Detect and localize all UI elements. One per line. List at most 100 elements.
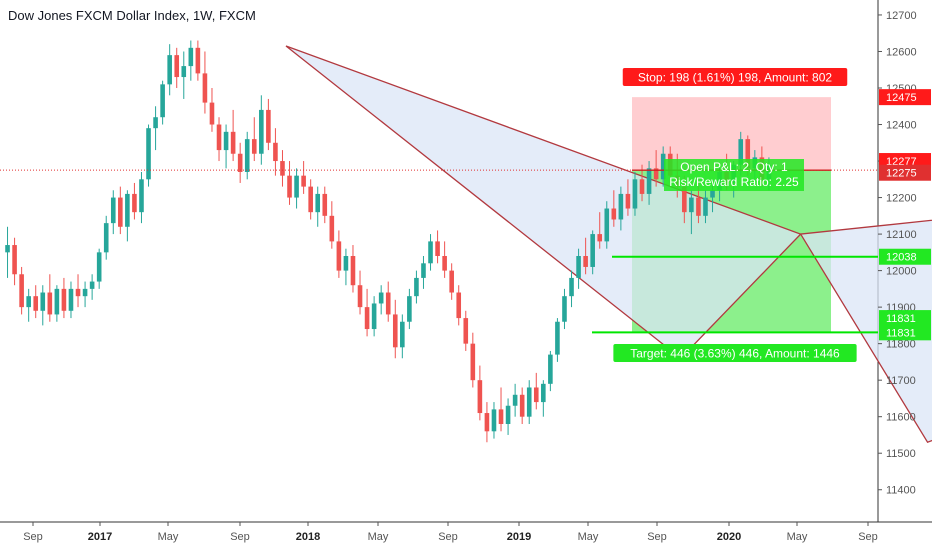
candle	[47, 274, 53, 322]
candle	[555, 318, 560, 362]
candle-body	[689, 197, 694, 213]
price-badge-6: 11831	[879, 324, 931, 341]
candle-body	[132, 193, 137, 213]
candle-body	[632, 179, 638, 209]
candle-body	[19, 274, 24, 308]
candle-body	[75, 288, 81, 297]
candle	[569, 270, 574, 308]
candle-body	[512, 394, 518, 406]
candle	[519, 387, 525, 424]
candle-body	[696, 197, 701, 216]
target-label: Target: 446 (3.63%) 446, Amount: 1446	[613, 344, 857, 362]
candle	[498, 387, 504, 432]
candle	[19, 266, 24, 315]
candle	[463, 310, 469, 351]
candle-body	[456, 292, 462, 319]
candle-body	[12, 245, 17, 275]
candle	[167, 44, 172, 96]
time-tick-label: 2018	[296, 531, 320, 543]
price-tick-label: 11700	[886, 375, 916, 387]
time-tick-label: 2019	[507, 531, 531, 543]
candle-body	[392, 314, 398, 348]
candle-body	[301, 175, 306, 187]
candle	[146, 124, 151, 187]
candle	[336, 230, 342, 278]
candle-body	[604, 208, 610, 242]
candle	[223, 124, 229, 169]
price-badge-bg	[879, 164, 931, 181]
candle-body	[470, 343, 476, 381]
time-tick-label: May	[368, 531, 389, 543]
price-badge-text: 12475	[886, 92, 917, 104]
candle-body	[308, 186, 313, 213]
candle-body	[118, 197, 123, 227]
candle-body	[26, 296, 31, 308]
time-axis[interactable]: Sep 2017 May Sep 2018 May Sep 2019 May Sep 2020 May…	[23, 522, 878, 543]
candle	[132, 182, 137, 220]
price-tick-label: 12600	[886, 46, 917, 58]
candle-body	[449, 270, 454, 293]
candle-body	[491, 409, 497, 432]
candle	[202, 51, 208, 114]
candle-body	[47, 292, 53, 315]
harmonic-pattern[interactable]	[285, 45, 932, 444]
candle-body	[414, 277, 419, 297]
candle	[371, 296, 377, 337]
time-tick-label: Sep	[647, 531, 667, 543]
candle-body	[498, 409, 504, 424]
price-tick-label: 11800	[886, 339, 916, 351]
candle-body	[576, 256, 581, 278]
candle	[294, 168, 299, 209]
price-badge-text: 11831	[886, 313, 916, 325]
price-tick-label: 12400	[886, 120, 917, 132]
stop-label: Stop: 198 (1.61%) 198, Amount: 802	[622, 68, 848, 86]
candle	[400, 314, 405, 359]
candle-body	[280, 161, 285, 176]
candle	[407, 288, 412, 330]
candle-body	[653, 168, 659, 180]
candle	[562, 288, 567, 330]
candle	[301, 161, 306, 194]
candle-body	[385, 292, 391, 315]
candle-body	[590, 234, 595, 267]
candle-body	[738, 139, 744, 165]
candle	[653, 150, 659, 187]
candle	[583, 237, 588, 275]
candle	[456, 285, 462, 326]
candle	[329, 201, 335, 249]
price-badge-bg	[879, 248, 931, 265]
candle	[632, 172, 638, 216]
candle	[266, 98, 271, 151]
candle-body	[188, 47, 194, 67]
candle	[315, 186, 321, 227]
candle-body	[710, 190, 715, 198]
candle	[660, 146, 666, 187]
candle-body	[526, 387, 532, 417]
time-tick-label: May	[158, 531, 179, 543]
price-tick-label: 12100	[886, 229, 917, 241]
candle	[259, 95, 264, 165]
candle	[414, 270, 419, 304]
candle	[364, 288, 370, 337]
candle-body	[555, 321, 560, 355]
price-tick-label: 12000	[886, 266, 917, 278]
pattern-triangle-2	[799, 219, 932, 444]
candle-body	[103, 223, 109, 253]
position-info-bg	[664, 159, 804, 191]
candle	[237, 142, 243, 183]
candle	[251, 117, 257, 162]
price-tick-label: 12700	[886, 10, 917, 22]
candle	[343, 248, 349, 286]
candle-body	[562, 296, 567, 322]
candle-body	[442, 256, 447, 271]
candle	[308, 179, 313, 220]
price-badge-5: 11831	[879, 310, 931, 327]
candle-body	[625, 193, 631, 209]
candle-body	[68, 288, 74, 311]
candle	[75, 274, 81, 308]
candle	[12, 237, 17, 286]
candle	[385, 281, 391, 322]
